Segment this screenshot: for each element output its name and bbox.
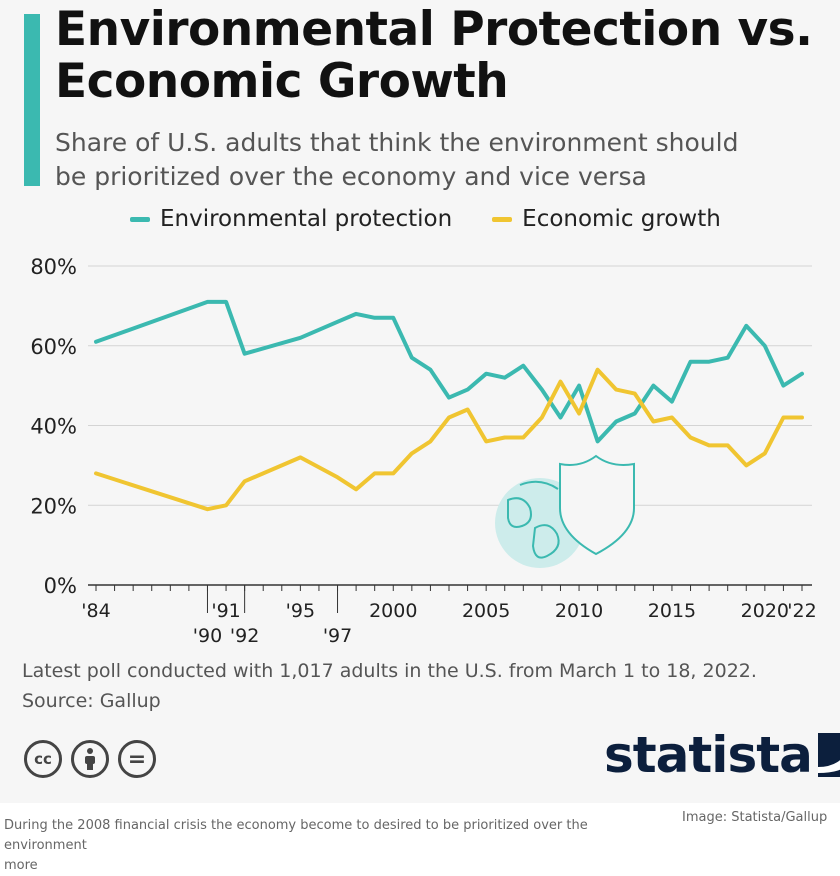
creative-commons-icon[interactable]: cc <box>24 740 62 778</box>
grid-layer <box>88 265 812 586</box>
subtitle-line-1: Share of U.S. adults that think the envi… <box>55 128 739 157</box>
legend-label-econ: Economic growth <box>522 206 721 232</box>
attribution-person-icon[interactable] <box>71 740 109 778</box>
x-tick-label: '95 <box>286 600 315 622</box>
y-tick-label: 0% <box>44 574 77 598</box>
brand-wordmark: statista <box>604 726 813 784</box>
globe-shield-illustration <box>495 454 635 568</box>
x-tick-label: '22 <box>787 600 816 622</box>
subtitle-line-2: be prioritized over the economy and vice… <box>55 162 647 191</box>
x-tick-label: 2010 <box>555 600 603 622</box>
y-tick-label: 20% <box>30 494 77 518</box>
legend-swatch-env <box>130 216 150 222</box>
legend-swatch-econ <box>492 216 513 222</box>
legend-label-env: Environmental protection <box>160 206 453 232</box>
accent-bar <box>24 14 40 186</box>
x-tick-label: 2005 <box>462 600 510 622</box>
x-tick-label: 2000 <box>369 600 417 622</box>
globe-arc <box>519 480 559 490</box>
y-tick-label: 40% <box>30 415 77 439</box>
license-icons: cc = <box>24 740 165 778</box>
caption-more-link[interactable]: more <box>4 858 38 873</box>
x-tick-label-lower: '90 <box>193 625 222 647</box>
globe-continent-2 <box>531 524 560 559</box>
footnote: Latest poll conducted with 1,017 adults … <box>22 656 757 716</box>
x-tick-label: 2020 <box>741 600 789 622</box>
statista-brand[interactable]: statista <box>604 726 840 784</box>
image-caption: During the 2008 financial crisis the eco… <box>4 816 674 876</box>
series-line-environmental-protection <box>94 299 804 444</box>
globe-continent-1 <box>507 497 532 528</box>
footnote-poll-info: Latest poll conducted with 1,017 adults … <box>22 660 757 682</box>
legend-item-economic-growth: Economic growth <box>492 206 721 232</box>
x-tick-label: 2015 <box>648 600 696 622</box>
chart-title: Environmental Protection vs. Economic Gr… <box>55 2 813 109</box>
shield-icon <box>559 454 635 556</box>
x-tick-label-lower: '97 <box>323 625 352 647</box>
y-tick-label: 60% <box>30 335 77 359</box>
infographic-card: Environmental Protection vs. Economic Gr… <box>22 2 840 784</box>
line-chart: 0% 20% 40% 60% 80% '84 '91 '95 2000 2005 2010 2015 2… <box>30 255 816 647</box>
x-tick-label: '91 <box>211 600 240 622</box>
x-tick-label-lower: '92 <box>230 625 259 647</box>
series-layer <box>94 299 804 512</box>
person-glyph <box>85 748 95 770</box>
statista-logo-icon <box>817 733 840 777</box>
chart-legend: Environmental protection Economic growth <box>130 206 761 232</box>
footnote-source: Source: Gallup <box>22 690 161 712</box>
title-line-1: Environmental Protection vs. <box>55 2 813 57</box>
title-line-2: Economic Growth <box>55 54 509 109</box>
legend-item-environmental-protection: Environmental protection <box>130 206 452 232</box>
x-tick-label: '84 <box>81 600 110 622</box>
chart-subtitle: Share of U.S. adults that think the envi… <box>55 126 815 194</box>
no-derivatives-icon[interactable]: = <box>118 740 156 778</box>
y-tick-label: 80% <box>30 255 77 279</box>
series-line-economic-growth <box>94 367 804 512</box>
image-credit: Image: Statista/Gallup <box>682 810 828 825</box>
caption-text: During the 2008 financial crisis the eco… <box>4 818 588 853</box>
axis-layer: 0% 20% 40% 60% 80% '84 '91 '95 2000 2005 2010 2015 2… <box>30 255 816 647</box>
